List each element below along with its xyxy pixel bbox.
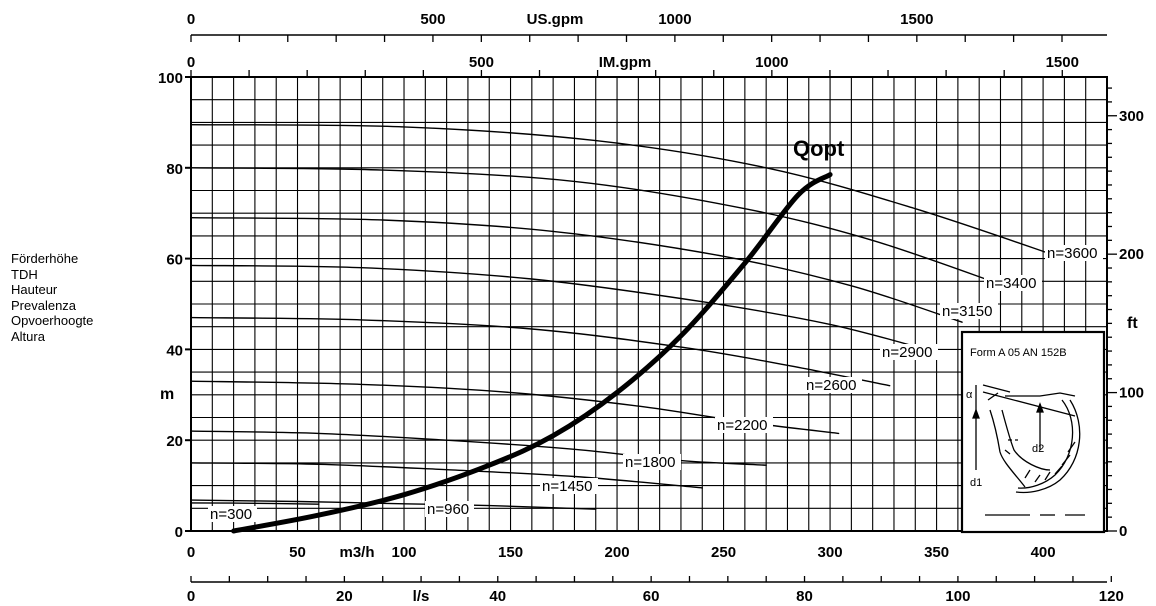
series-label: n=3600 (1047, 245, 1097, 262)
series-label-bg (804, 377, 862, 393)
series-line-n-300 (190, 502, 320, 505)
x-tick-label-imgpm: 500 (469, 54, 494, 71)
curves: n=300 n=960 n=1450 n=1800 n=2200 n=2600 n=2900… (190, 124, 1103, 534)
series-label: n=960 (427, 501, 469, 518)
series-line-n-3400 (190, 167, 1006, 287)
y-label-line: Prevalenza (11, 297, 77, 313)
series-label: n=2200 (717, 417, 767, 434)
series-label: n=1800 (625, 454, 675, 471)
y-tick-label: 0 (175, 524, 183, 541)
series-label-bg (940, 303, 998, 319)
x-tick-label-usgpm: 0 (187, 11, 195, 28)
qopt-annotation: Qopt (793, 136, 845, 161)
plot-frame (190, 76, 1108, 532)
ft-tick-label: 0 (1119, 523, 1127, 540)
series-label: n=300 (210, 506, 252, 523)
impeller-inset: Form A 05 AN 152B α d (960, 330, 1106, 534)
y-axis-unit-ft: ft (1127, 315, 1138, 332)
inset-label-d1: d1 (970, 477, 982, 489)
x-tick-label-m3h: 300 (818, 544, 843, 561)
series-line-n-3150 (190, 217, 963, 323)
y-label-line: Hauteur (11, 282, 58, 297)
series-line-n-3600 (190, 124, 1066, 260)
y-axis-unit-m: m (160, 386, 174, 403)
x-tick-label-ls: 20 (336, 588, 353, 605)
series-label: n=1450 (542, 478, 592, 495)
y-tick-label: 80 (166, 161, 183, 178)
series-label-bg (540, 478, 598, 494)
inset-title: Form A 05 AN 152B (970, 347, 1067, 359)
series-label-bg (984, 275, 1042, 291)
x-tick-label-imgpm: 0 (187, 54, 195, 71)
x-tick-label-usgpm: 1500 (900, 11, 933, 28)
x-tick-label-m3h: 150 (498, 544, 523, 561)
series-line-n-2600 (190, 316, 891, 387)
ft-tick-label: 100 (1119, 385, 1144, 402)
series-label: n=3150 (942, 303, 992, 320)
impeller-drawing (972, 384, 1085, 516)
series-line-n-960 (190, 499, 597, 510)
series-label-bg (425, 501, 474, 517)
y-label-line: Altura (11, 328, 45, 344)
y-axis-multilingual-label: Förderhöhe TDH Hauteur Prevalenza Opvoer… (11, 251, 93, 344)
series-label: n=2600 (806, 377, 856, 394)
y-tick-label: 40 (166, 342, 183, 359)
x-tick-label-ls: 120 (1099, 588, 1124, 605)
x-tick-label-m3h: 50 (289, 544, 306, 561)
y-tick-label: 100 (158, 70, 183, 87)
x-tick-label-ls: 80 (796, 588, 813, 605)
x-tick-label-ls: 60 (643, 588, 660, 605)
x-axis-unit-imgpm: IM.gpm (599, 54, 652, 71)
x-tick-label-usgpm: 1000 (658, 11, 691, 28)
x-tick-label-usgpm: 500 (420, 11, 445, 28)
y-label-line: TDH (11, 266, 38, 282)
plot-border (190, 76, 1108, 532)
x-tick-label-m3h: 100 (392, 544, 417, 561)
x-tick-label-ls: 100 (945, 588, 970, 605)
series-line-n-1800 (190, 430, 767, 466)
x-tick-label-m3h: 200 (605, 544, 630, 561)
x-axis-unit-usgpm: US.gpm (527, 11, 584, 28)
y-label-line: Förderhöhe (11, 251, 79, 266)
x-tick-label-imgpm: 1500 (1046, 54, 1079, 71)
x-tick-label-m3h: 400 (1031, 544, 1056, 561)
series-line-n-2900 (190, 264, 927, 351)
x-tick-label-m3h: 350 (924, 544, 949, 561)
x-tick-label-m3h: 0 (187, 544, 195, 561)
y-tick-label: 60 (166, 252, 183, 269)
series-label-bg (208, 506, 257, 522)
series-label-bg (880, 344, 938, 360)
series-label-bg (715, 417, 773, 433)
inset-label-alpha: α (966, 389, 973, 401)
x-axis-unit-ls: l/s (413, 588, 430, 605)
inset-label-d2: d2 (1032, 443, 1044, 455)
series-label-bg (623, 454, 681, 470)
ft-tick-label: 300 (1119, 108, 1144, 125)
x-axis-unit-m3h: m3/h (339, 544, 374, 561)
x-tick-label-ls: 40 (489, 588, 506, 605)
x-tick-label-ls: 0 (187, 588, 195, 605)
series-line-n-1450 (190, 462, 703, 489)
y-tick-label: 20 (166, 433, 183, 450)
series-label: n=3400 (986, 275, 1036, 292)
series-qopt-curve (231, 172, 833, 534)
series-label: n=2900 (882, 344, 932, 361)
ft-tick-label: 200 (1119, 246, 1144, 263)
y-label-line: Opvoerhoogte (11, 313, 94, 328)
x-tick-label-m3h: 250 (711, 544, 736, 561)
series-label-bg (1045, 245, 1103, 261)
x-tick-label-imgpm: 1000 (755, 54, 788, 71)
